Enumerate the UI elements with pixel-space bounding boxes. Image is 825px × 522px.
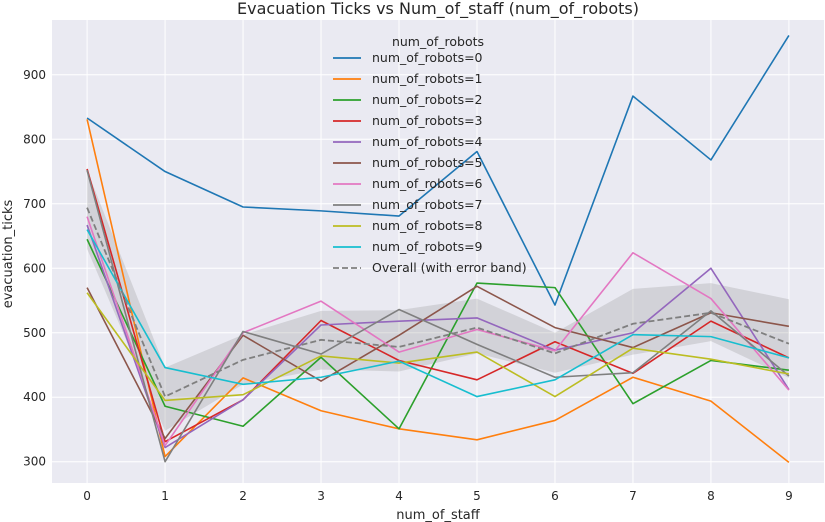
series-line-3 (86, 168, 790, 443)
x-tick-label: 8 (707, 489, 715, 503)
series-line-1 (86, 119, 790, 463)
x-tick-label: 0 (83, 489, 91, 503)
chart-title: Evacuation Ticks vs Num_of_staff (num_of… (237, 0, 639, 19)
series-line-4 (86, 224, 790, 449)
y-axis-label: evacuation_ticks (1, 199, 16, 308)
legend-label: num_of_robots=6 (372, 176, 483, 191)
y-tick-label: 600 (23, 261, 46, 275)
series-line-7 (86, 170, 790, 463)
overall-error-band (87, 170, 789, 431)
x-tick-label: 1 (161, 489, 169, 503)
x-tick-label: 7 (629, 489, 637, 503)
x-axis-label: num_of_staff (396, 508, 481, 522)
overall-line (86, 207, 790, 398)
series-line-5 (86, 285, 790, 440)
x-tick-label: 4 (395, 489, 403, 503)
legend-label: num_of_robots=5 (372, 155, 483, 170)
legend-label: Overall (with error band) (372, 260, 527, 275)
legend-label: num_of_robots=2 (372, 92, 483, 107)
plot-background (52, 20, 824, 483)
y-tick-label: 900 (23, 68, 46, 82)
legend-label: num_of_robots=3 (372, 113, 483, 128)
legend-label: num_of_robots=9 (372, 239, 483, 254)
y-tick-label: 700 (23, 197, 46, 211)
x-tick-label: 5 (473, 489, 481, 503)
legend-label: num_of_robots=0 (372, 50, 483, 65)
series-line-0 (86, 35, 790, 306)
y-tick-label: 300 (23, 455, 46, 469)
x-tick-label: 6 (551, 489, 559, 503)
series-line-8 (86, 292, 790, 402)
x-tick-label: 3 (317, 489, 325, 503)
y-tick-label: 800 (23, 132, 46, 146)
series-line-6 (86, 216, 790, 447)
legend-title: num_of_robots (392, 34, 484, 49)
x-tick-label: 9 (785, 489, 793, 503)
legend-label: num_of_robots=7 (372, 197, 483, 212)
legend-label: num_of_robots=1 (372, 71, 483, 86)
y-tick-label: 400 (23, 390, 46, 404)
x-tick-label: 2 (239, 489, 247, 503)
series-line-9 (86, 229, 790, 398)
legend-label: num_of_robots=8 (372, 218, 483, 233)
series-line-2 (86, 238, 790, 430)
plot-area: 0 1 2 3 4 5 6 7 8 9 300 400 500 600 700 800 900 (23, 20, 824, 503)
y-tick-label: 500 (23, 326, 46, 340)
legend-label: num_of_robots=4 (372, 134, 483, 149)
